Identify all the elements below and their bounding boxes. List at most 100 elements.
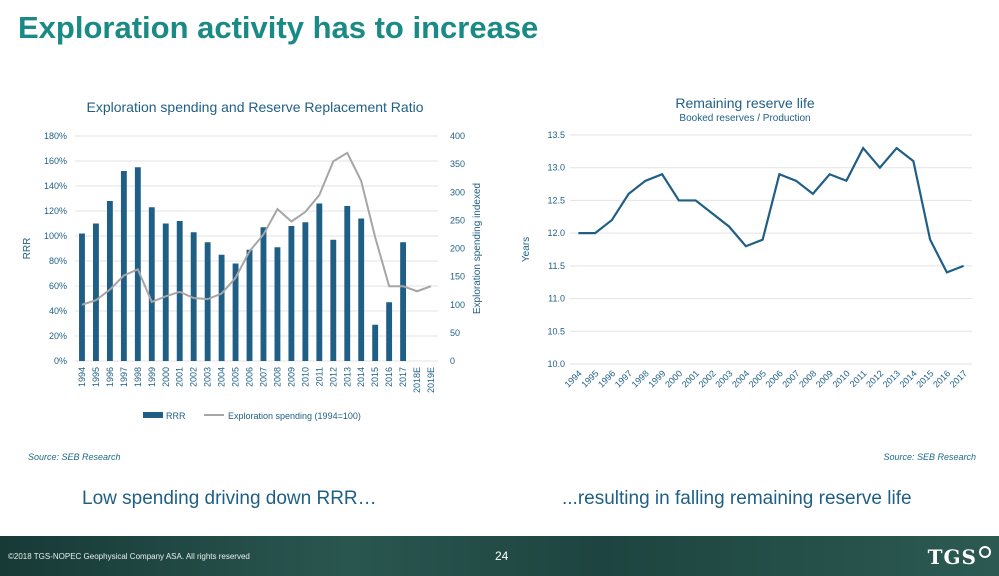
rrr-bar	[232, 263, 239, 361]
x-tick-label: 1995	[579, 368, 600, 389]
rrr-bar	[386, 302, 393, 361]
y-axis-label: Years	[521, 237, 532, 262]
x-tick-label: 2009	[814, 368, 835, 389]
y2-tick-label: 350	[450, 159, 465, 169]
x-tick-label: 1998	[630, 368, 651, 389]
y-tick-label: 10.0	[547, 359, 565, 369]
rrr-bar	[260, 227, 267, 361]
x-tick-label: 2010	[300, 367, 310, 387]
source-left: Source: SEB Research	[28, 452, 121, 462]
y-tick-label: 160%	[44, 156, 67, 166]
x-tick-label: 2006	[245, 367, 255, 387]
x-tick-label: 2005	[231, 367, 241, 387]
left-chart-title: Exploration spending and Reserve Replace…	[86, 99, 424, 115]
x-tick-label: 2014	[356, 367, 366, 387]
rrr-bar	[246, 249, 253, 361]
slide-title: Exploration activity has to increase	[18, 10, 539, 45]
x-tick-label: 2004	[730, 368, 751, 389]
y2-tick-label: 250	[450, 215, 465, 225]
y2-tick-label: 150	[450, 272, 465, 282]
x-tick-label: 2001	[680, 368, 701, 389]
rrr-bar	[204, 242, 211, 361]
right-chart-subtitle: Booked reserves / Production	[679, 113, 811, 124]
y-tick-label: 100%	[44, 231, 67, 241]
x-tick-label: 2003	[713, 368, 734, 389]
x-tick-label: 2007	[780, 368, 801, 389]
y2-tick-label: 200	[450, 244, 465, 254]
page-number: 24	[495, 549, 509, 563]
x-tick-label: 2002	[189, 367, 199, 387]
x-tick-label: 1998	[133, 367, 143, 387]
y-tick-label: 20%	[49, 331, 67, 341]
left-chart: 0% 20% 40% 60% 80% 100% 120% 140% 160% 180% 0 50 100…	[22, 131, 483, 421]
x-tick-label: 2013	[881, 368, 902, 389]
rrr-bar	[358, 218, 365, 361]
x-tick-label: 2016	[931, 368, 952, 389]
caption-left: Low spending driving down RRR…	[82, 488, 377, 509]
x-tick-label: 2002	[697, 368, 718, 389]
legend-rrr-swatch	[143, 412, 163, 418]
y-tick-label: 80%	[49, 256, 67, 266]
x-tick-label: 2011	[314, 367, 324, 386]
x-tick-label: 2013	[342, 367, 352, 387]
x-tick-label: 2011	[848, 368, 869, 389]
y2-axis-label: Exploration spending indexed	[472, 183, 483, 314]
y-tick-label: 12.5	[547, 195, 565, 205]
y2-tick-label: 100	[450, 300, 465, 310]
x-tick-label: 1997	[613, 368, 634, 389]
x-tick-label: 2016	[384, 367, 394, 387]
rrr-bar	[162, 223, 169, 361]
x-tick-label: 1999	[646, 368, 667, 389]
x-tick-label: 2000	[663, 368, 684, 389]
x-tick-label: 1996	[596, 368, 617, 389]
x-tick-label: 2012	[864, 368, 885, 389]
x-tick-label: 2017	[398, 367, 408, 387]
footer-bar: ©2018 TGS-NOPEC Geophysical Company ASA.…	[0, 536, 999, 576]
y-tick-label: 40%	[49, 306, 67, 316]
rrr-bar	[288, 226, 295, 361]
x-tick-label: 2017	[948, 368, 969, 389]
x-tick-label: 2004	[217, 367, 227, 387]
y-tick-label: 140%	[44, 181, 67, 191]
y-tick-label: 180%	[44, 131, 67, 141]
x-tick-label: 2001	[175, 367, 185, 387]
rrr-bar	[400, 242, 407, 361]
x-tick-label: 2008	[797, 368, 818, 389]
y-tick-label: 10.5	[547, 326, 565, 336]
rrr-bar	[316, 203, 323, 361]
y-tick-label: 12.0	[547, 228, 565, 238]
x-tick-label: 1996	[105, 367, 115, 387]
y-tick-label: 11.0	[548, 294, 565, 304]
y2-tick-label: 400	[450, 131, 465, 141]
x-tick-label: 2007	[258, 367, 268, 387]
tgs-logo: TGS	[927, 545, 977, 569]
rrr-bar	[106, 201, 113, 361]
legend-rrr-label: RRR	[166, 411, 186, 421]
y-tick-label: 11.5	[548, 261, 565, 271]
x-tick-label: 2014	[898, 368, 919, 389]
x-tick-label: 2015	[914, 368, 935, 389]
reserve-life-line	[578, 146, 965, 274]
y2-tick-label: 50	[450, 328, 460, 338]
x-tick-label: 2010	[831, 368, 852, 389]
rrr-bar	[302, 222, 309, 361]
footer-copyright: ©2018 TGS-NOPEC Geophysical Company ASA.…	[8, 552, 250, 561]
right-chart-title: Remaining reserve life	[675, 95, 815, 111]
rrr-bar	[190, 232, 197, 361]
spending-line	[81, 151, 432, 306]
x-tick-label: 2008	[272, 367, 282, 387]
x-tick-label: 2006	[764, 368, 785, 389]
rrr-bar	[148, 207, 155, 361]
x-tick-label: 2009	[286, 367, 296, 387]
rrr-bar	[218, 254, 225, 361]
logo-mark-icon	[979, 546, 991, 558]
x-tick-label: 2003	[203, 367, 213, 387]
x-tick-label: 2000	[161, 367, 171, 387]
rrr-bar	[134, 167, 141, 361]
y2-tick-label: 300	[450, 187, 465, 197]
y-tick-label: 13.5	[547, 130, 565, 140]
rrr-bar	[79, 233, 85, 361]
x-tick-label: 2012	[328, 367, 338, 387]
rrr-bar	[344, 206, 351, 361]
x-tick-label: 1995	[91, 367, 101, 387]
